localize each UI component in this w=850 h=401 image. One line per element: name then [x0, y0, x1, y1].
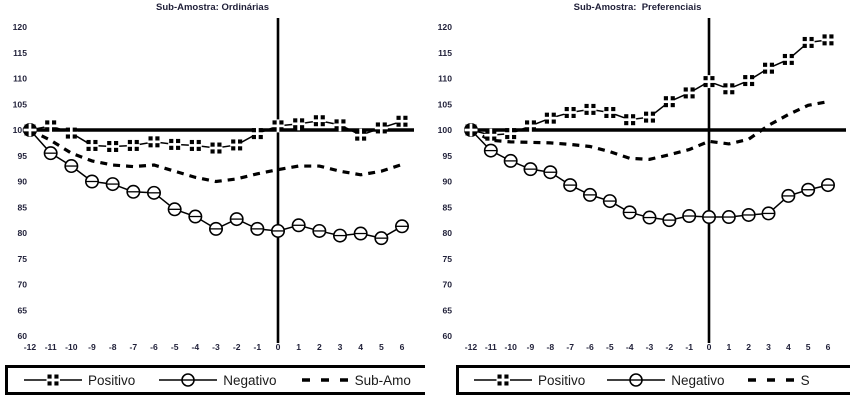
x-tick-label: -9 [527, 342, 535, 352]
negativo-line-marker-icon [607, 373, 666, 387]
x-tick-label: -5 [606, 342, 614, 352]
y-tick-label: 110 [438, 74, 452, 84]
legend: Positivo Negativo S [456, 365, 850, 395]
x-tick-label: -6 [586, 342, 594, 352]
y-tick-label: 65 [442, 305, 452, 315]
legend-label: Negativo [223, 372, 277, 388]
x-tick-label: -12 [24, 342, 37, 352]
y-tick-label: 85 [442, 202, 452, 212]
legend: Positivo Negativo Sub-Amo [5, 365, 425, 395]
x-tick-label: 6 [400, 342, 405, 352]
series-positivo [23, 114, 409, 155]
x-tick-label: -8 [109, 342, 117, 352]
y-tick-label: 80 [442, 228, 452, 238]
y-tick-label: 70 [17, 280, 27, 290]
x-tick-label: 1 [296, 342, 301, 352]
x-tick-label: -5 [171, 342, 179, 352]
positivo-line-marker-icon [474, 373, 532, 387]
x-tick-label: -7 [130, 342, 138, 352]
y-tick-label: 95 [442, 151, 452, 161]
y-tick-label: 115 [13, 48, 27, 58]
y-tick-label: 70 [442, 280, 452, 290]
x-tick-label: 2 [317, 342, 322, 352]
series-sub-amostra [29, 128, 403, 184]
x-tick-label: 3 [766, 342, 771, 352]
y-tick-label: 65 [17, 305, 27, 315]
x-tick-label: -1 [685, 342, 693, 352]
chart-title: Sub-Amostra: Preferenciais [573, 2, 702, 13]
x-tick-label: -11 [45, 342, 57, 352]
y-tick-label: 85 [17, 202, 27, 212]
dashed-line-icon [301, 378, 349, 382]
x-tick-label: -2 [233, 342, 241, 352]
x-tick-label: -8 [547, 342, 555, 352]
x-tick-label: -1 [254, 342, 262, 352]
legend-item-negativo: Negativo [159, 372, 277, 388]
series-sub-amostra [470, 100, 829, 161]
legend-item-positivo: Positivo [474, 372, 585, 388]
x-tick-label: -3 [212, 342, 220, 352]
y-tick-label: 120 [438, 22, 453, 32]
x-tick-label: 1 [726, 342, 731, 352]
legend-label: Sub-Amo [354, 372, 411, 388]
chart-title: Sub-Amostra: Ordinárias [156, 2, 269, 13]
y-tick-label: 75 [442, 254, 452, 264]
negativo-line-marker-icon [159, 373, 218, 387]
x-tick-label: 4 [358, 342, 363, 352]
x-tick-label: -4 [192, 342, 200, 352]
legend-item-subamostra: Sub-Amo [301, 372, 411, 388]
x-tick-label: 5 [806, 342, 811, 352]
legend-item-positivo: Positivo [24, 372, 135, 388]
x-tick-label: 0 [276, 342, 281, 352]
y-tick-label: 120 [13, 22, 28, 32]
y-tick-label: 90 [17, 177, 27, 187]
chart-panel-preferenciais: 60 65 70 75 80 85 90 95 100 105 110 115 120 -12 -11 -10… [425, 0, 850, 401]
y-tick-label: 105 [13, 99, 28, 109]
legend-item-negativo: Negativo [607, 372, 725, 388]
y-tick-label: 100 [438, 125, 453, 135]
x-tick-label: -10 [65, 342, 78, 352]
x-tick-label: 6 [826, 342, 831, 352]
chart-panel-ordinarias: 60 65 70 75 80 85 90 95 100 105 110 115 120 -12 -11 -10… [5, 2, 425, 395]
y-tick-label: 110 [13, 74, 27, 84]
x-tick-label: 5 [379, 342, 384, 352]
x-tick-label: -2 [666, 342, 674, 352]
y-tick-label: 90 [442, 177, 452, 187]
x-tick-label: 3 [338, 342, 343, 352]
y-tick-label: 75 [17, 254, 27, 264]
series-negativo [463, 123, 835, 228]
x-tick-label: -7 [566, 342, 574, 352]
y-tick-label: 95 [17, 151, 27, 161]
y-tick-label: 115 [438, 48, 452, 58]
legend-item-subamostra: S [747, 372, 810, 388]
series-positivo [464, 33, 835, 142]
x-tick-label: -3 [646, 342, 654, 352]
y-tick-label: 105 [438, 99, 453, 109]
legend-label: Negativo [671, 372, 725, 388]
x-tick-label: -12 [465, 342, 478, 352]
legend-label: S [800, 372, 810, 388]
x-tick-label: 0 [707, 342, 712, 352]
x-tick-label: -9 [88, 342, 96, 352]
legend-label: Positivo [88, 372, 136, 388]
y-tick-label: 100 [13, 125, 28, 135]
x-tick-label: -10 [504, 342, 517, 352]
x-tick-label: -4 [626, 342, 634, 352]
x-tick-label: 4 [786, 342, 791, 352]
dashed-line-icon [747, 378, 795, 382]
positivo-line-marker-icon [24, 373, 82, 387]
legend-label: Positivo [538, 372, 586, 388]
y-tick-label: 60 [442, 331, 452, 341]
y-tick-label: 80 [17, 228, 27, 238]
y-tick-label: 60 [17, 331, 27, 341]
x-tick-label: -6 [150, 342, 158, 352]
x-tick-label: -11 [485, 342, 497, 352]
x-tick-label: 2 [746, 342, 751, 352]
